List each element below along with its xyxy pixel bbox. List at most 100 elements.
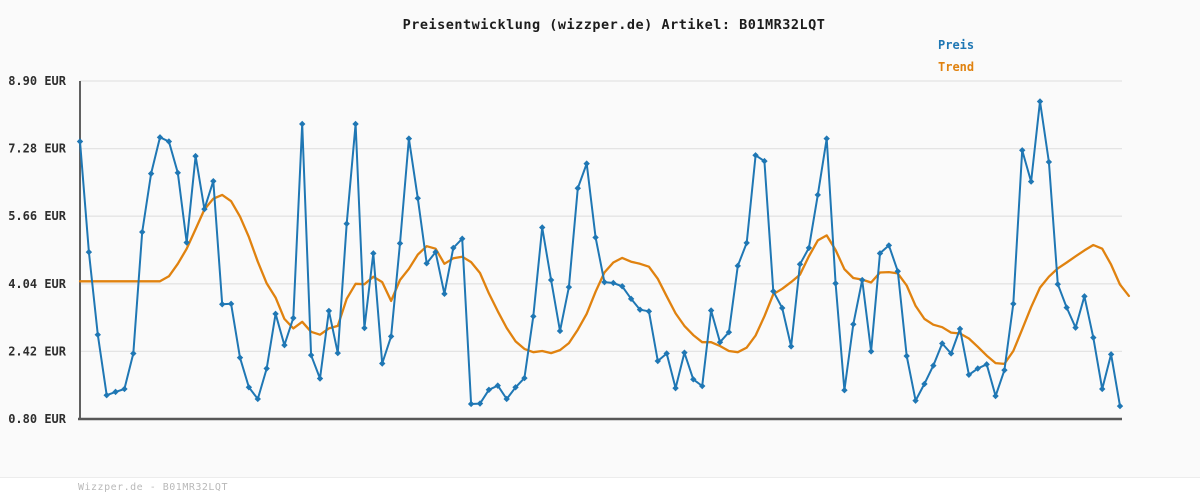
price-marker bbox=[699, 382, 706, 390]
price-marker bbox=[325, 307, 333, 315]
price-marker bbox=[467, 400, 475, 408]
price-marker bbox=[823, 135, 830, 142]
price-marker bbox=[983, 361, 990, 368]
price-marker bbox=[636, 306, 644, 313]
price-marker bbox=[281, 341, 288, 349]
legend-label-trend: Trend bbox=[938, 60, 975, 74]
price-marker bbox=[450, 244, 457, 252]
price-marker bbox=[619, 283, 626, 290]
price-marker bbox=[974, 365, 981, 372]
price-marker bbox=[1072, 324, 1079, 331]
price-marker bbox=[556, 327, 564, 335]
price-marker bbox=[459, 235, 466, 242]
price-marker bbox=[814, 191, 821, 199]
price-marker bbox=[432, 248, 439, 256]
price-marker bbox=[1081, 293, 1088, 300]
price-marker bbox=[743, 239, 750, 247]
price-marker bbox=[121, 385, 128, 393]
price-marker bbox=[939, 340, 946, 347]
price-marker bbox=[316, 375, 324, 382]
price-marker bbox=[965, 371, 973, 378]
price-marker bbox=[370, 250, 377, 257]
price-marker bbox=[1045, 158, 1053, 166]
price-marker bbox=[725, 329, 733, 336]
price-marker bbox=[707, 307, 715, 314]
chart-title: Preisentwicklung (wizzper.de) Artikel: B… bbox=[402, 17, 826, 33]
price-marker bbox=[414, 195, 421, 202]
price-marker bbox=[690, 376, 697, 383]
price-marker bbox=[912, 397, 919, 404]
price-marker bbox=[1116, 402, 1124, 410]
price-marker bbox=[343, 220, 350, 227]
price-marker bbox=[752, 152, 759, 159]
price-marker bbox=[512, 384, 519, 391]
y-axis-tick-label: 2.42 EUR bbox=[8, 344, 67, 358]
price-marker bbox=[947, 350, 955, 357]
price-marker bbox=[485, 386, 493, 393]
price-marker bbox=[441, 290, 448, 298]
price-marker bbox=[307, 351, 315, 359]
price-marker bbox=[787, 343, 795, 350]
price-marker bbox=[601, 278, 608, 286]
price-marker bbox=[405, 135, 413, 142]
price-marker bbox=[841, 387, 848, 394]
price-marker bbox=[183, 239, 190, 246]
price-marker bbox=[663, 350, 670, 357]
price-marker bbox=[476, 400, 484, 407]
price-marker bbox=[930, 362, 937, 369]
price-marker bbox=[103, 392, 110, 399]
price-marker bbox=[761, 157, 768, 165]
price-marker bbox=[423, 260, 430, 267]
price-marker bbox=[779, 304, 786, 312]
price-marker bbox=[201, 205, 208, 213]
price-marker bbox=[592, 234, 599, 241]
price-marker bbox=[396, 240, 404, 247]
price-marker bbox=[361, 324, 368, 332]
price-marker bbox=[850, 321, 857, 328]
price-marker bbox=[921, 380, 928, 388]
price-marker bbox=[379, 360, 386, 367]
price-marker bbox=[956, 325, 964, 333]
price-marker bbox=[796, 260, 804, 268]
y-axis-tick-label: 0.80 EUR bbox=[8, 412, 67, 426]
price-marker bbox=[94, 331, 101, 338]
price-marker bbox=[76, 138, 84, 145]
price-marker bbox=[147, 170, 155, 177]
footer-bar: Wizzper.de - B01MR32LQT bbox=[0, 477, 1200, 500]
price-marker bbox=[272, 310, 279, 318]
price-marker bbox=[299, 120, 306, 128]
price-marker bbox=[192, 152, 199, 160]
price-marker bbox=[1054, 281, 1061, 288]
price-marker bbox=[885, 242, 893, 249]
price-marker bbox=[85, 248, 93, 256]
price-marker bbox=[530, 313, 537, 320]
price-marker bbox=[1027, 178, 1035, 185]
price-marker bbox=[894, 268, 901, 275]
price-marker bbox=[156, 134, 164, 141]
watermark-text: Wizzper.de - B01MR32LQT bbox=[78, 482, 228, 493]
price-marker bbox=[903, 352, 910, 360]
price-marker bbox=[1063, 304, 1070, 311]
price-marker bbox=[112, 388, 119, 396]
price-marker bbox=[387, 333, 395, 340]
price-line bbox=[79, 100, 1121, 408]
price-marker bbox=[165, 138, 173, 145]
price-marker bbox=[654, 357, 661, 365]
price-marker bbox=[219, 301, 226, 308]
price-marker bbox=[876, 250, 884, 257]
y-axis-tick-label: 4.04 EUR bbox=[8, 277, 67, 291]
y-axis-tick-label: 7.28 EUR bbox=[8, 142, 67, 156]
price-marker bbox=[352, 120, 359, 128]
price-marker bbox=[139, 228, 146, 236]
price-marker bbox=[1010, 300, 1017, 308]
price-marker bbox=[610, 279, 617, 287]
price-marker bbox=[565, 283, 573, 291]
price-marker bbox=[627, 295, 635, 303]
price-marker bbox=[245, 384, 253, 391]
price-marker bbox=[992, 392, 999, 400]
price-marker bbox=[174, 169, 181, 177]
price-marker bbox=[716, 339, 724, 346]
price-marker bbox=[1019, 147, 1026, 154]
